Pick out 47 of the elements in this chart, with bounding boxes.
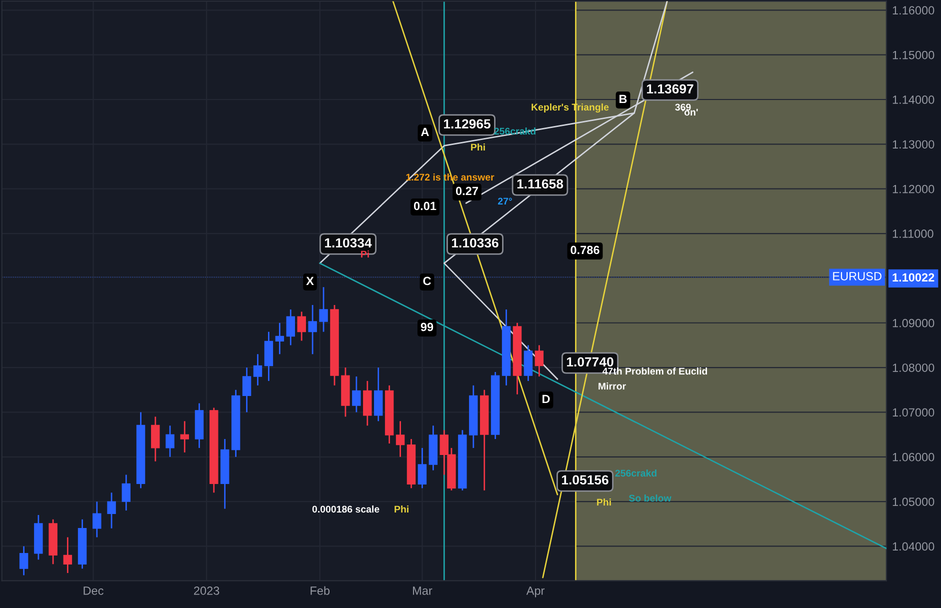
annotation: 'on' [682, 108, 698, 116]
y-tick-label: 1.15000 [892, 50, 934, 60]
x-tick-label: Dec [84, 586, 104, 595]
annotation: 27° [498, 198, 512, 205]
y-tick-label: 1.13000 [892, 140, 934, 149]
annotation: D [542, 394, 550, 404]
y-tick-label: 1.16000 [892, 6, 934, 15]
y-tick-label: 1.11000 [892, 230, 934, 238]
annotation: 0.27 [456, 186, 478, 196]
annotation: 0.000186 scale [312, 505, 380, 513]
x-tick-label: Mar [413, 586, 432, 595]
y-tick-label: 1.08000 [892, 364, 934, 372]
y-tick-label: 1.06000 [892, 452, 934, 462]
y-tick-label: 1.05000 [892, 498, 934, 506]
annotation: 0.786 [570, 246, 600, 254]
annotation: 0.01 [414, 202, 436, 210]
x-tick-label: Apr [526, 586, 545, 598]
annotation: So below [628, 494, 672, 502]
annotation: 1.07740 [566, 357, 614, 367]
annotation: 1.12965 [444, 119, 490, 129]
annotation: 1.13697 [646, 84, 694, 94]
annotation: 1.11658 [517, 179, 564, 189]
y-tick-label: 1.14000 [892, 96, 934, 104]
ref-line-label: EURUSD [833, 272, 882, 280]
annotation: 1.05156 [562, 475, 608, 485]
annotation: 256crakd [615, 469, 656, 477]
y-tick-label: 1.09000 [892, 318, 934, 328]
x-tick-label: 2023 [194, 586, 220, 595]
annotation: X [306, 276, 314, 286]
annotation: Pi [361, 250, 369, 258]
x-tick-label: Feb [310, 586, 330, 595]
annotation: 1.10334 [324, 238, 372, 248]
y-tick-label: 1.10022 [892, 273, 934, 282]
annotation: Phi [471, 143, 485, 151]
annotation: Phi [394, 505, 408, 513]
annotation: B [620, 94, 627, 104]
y-tick-label: 1.07000 [892, 408, 934, 417]
annotation: A [421, 128, 429, 136]
annotation: Phi [597, 498, 611, 506]
annotation: C [423, 276, 431, 286]
annotation: 369 [675, 104, 691, 111]
y-tick-label: 1.04000 [892, 542, 934, 551]
y-tick-label: 1.12000 [892, 184, 934, 194]
annotation: 47th Problem of Euclid [602, 367, 708, 375]
annotation: 1.10336 [452, 238, 498, 248]
annotation: 99 [420, 322, 434, 332]
annotation: Mirror [598, 382, 626, 390]
